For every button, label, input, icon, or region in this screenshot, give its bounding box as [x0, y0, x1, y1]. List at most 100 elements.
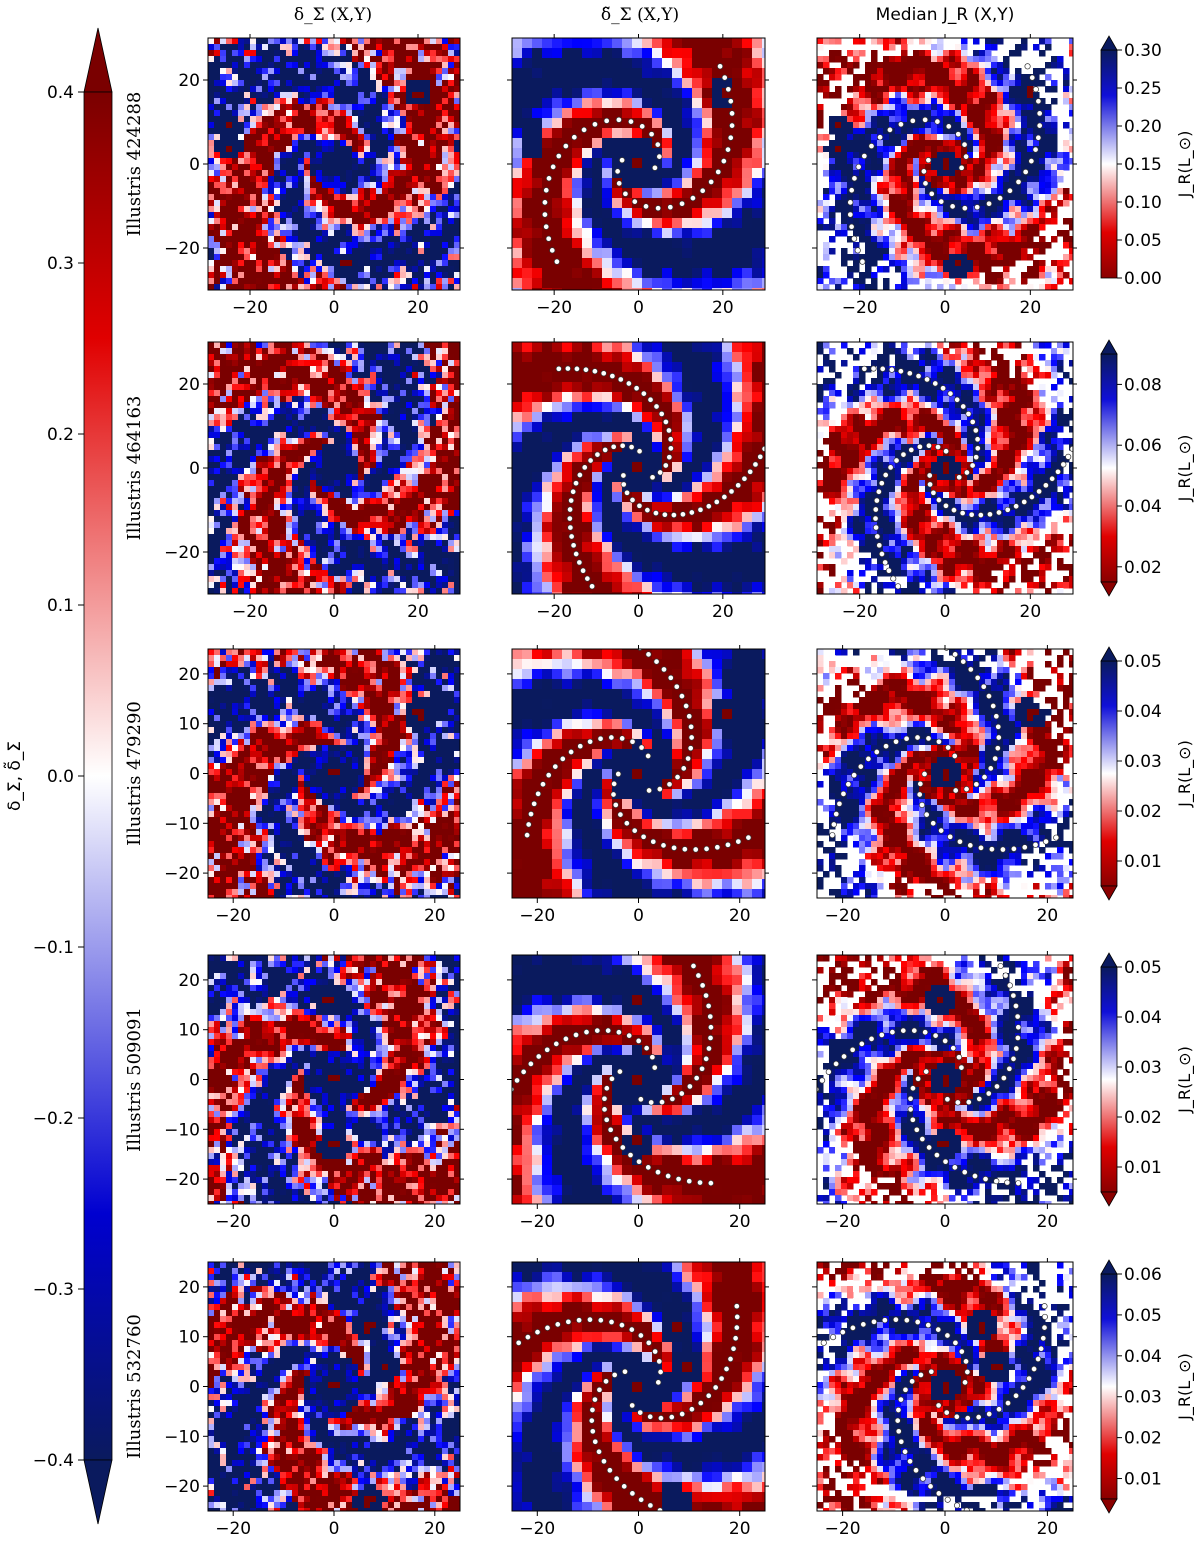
arm-marker	[658, 410, 665, 417]
arm-marker	[873, 748, 880, 756]
arm-marker	[964, 1415, 971, 1422]
jr-colorbar: 0.00 0.05 0.10 0.15 0.20 0.25 0.30 J_R(L_⊙)	[1100, 35, 1195, 289]
jr-colorbar-tick-label: 0.00	[1124, 269, 1162, 289]
left-colorbar-tick-label: 0.3	[47, 254, 74, 274]
jr-colorbar-extend-bottom	[1100, 1191, 1118, 1207]
arm-marker	[1035, 134, 1042, 141]
arm-marker	[688, 734, 695, 741]
arm-marker	[825, 1068, 832, 1075]
arm-marker	[919, 1136, 926, 1143]
arm-marker	[954, 1099, 961, 1106]
arm-marker	[976, 1095, 983, 1102]
arm-marker	[735, 482, 742, 489]
jr-colorbar-label: J_R(L_⊙)	[1175, 740, 1195, 808]
spiral-arm-markers	[512, 962, 714, 1187]
heatmap-cells	[512, 649, 765, 898]
left-colorbar-tick-label: −0.2	[33, 1109, 74, 1129]
jr-colorbar-tick-label: 0.03	[1124, 1388, 1162, 1408]
galaxy-row: Illustris 424288 −20 0 20 −20 0 20 −20 0 20 −20 0 20…	[124, 34, 1195, 318]
arm-marker	[916, 443, 923, 450]
arm-marker	[697, 506, 704, 513]
arm-marker	[679, 511, 686, 518]
arm-marker	[640, 390, 647, 397]
heatmap-cells	[817, 955, 1073, 1204]
y-tick-label: 10	[178, 1328, 200, 1348]
arm-marker	[986, 200, 993, 207]
left-colorbar-tick-label: 0.2	[47, 425, 74, 445]
x-tick-label: 0	[633, 906, 644, 926]
left-colorbar-label: δ_Σ, δ̃_Σ	[3, 741, 25, 811]
arm-marker	[667, 204, 674, 211]
arm-marker	[667, 674, 674, 681]
arm-marker	[919, 1475, 926, 1482]
arm-marker	[576, 1317, 583, 1324]
arm-marker	[582, 366, 590, 373]
arm-marker	[633, 385, 640, 392]
jr-colorbar-extend-top	[1100, 952, 1118, 968]
arm-marker	[683, 702, 690, 710]
arm-marker	[926, 1144, 933, 1151]
arm-marker	[833, 811, 840, 818]
panel-delta-sigma: −20 0 20 −20 −10 0 10 20	[164, 645, 464, 926]
row-label: Illustris 424288	[124, 92, 145, 237]
arm-marker	[576, 471, 583, 479]
arm-marker	[629, 1402, 636, 1409]
arm-marker	[637, 1332, 644, 1339]
jr-colorbar-tick-label: 0.25	[1124, 79, 1162, 99]
spiral-arm-markers	[515, 1303, 741, 1511]
arm-marker	[839, 1329, 846, 1336]
jr-colorbar-tick-label: 0.02	[1124, 558, 1162, 578]
arm-marker	[977, 511, 984, 519]
arm-marker	[925, 1322, 932, 1329]
arm-marker	[689, 195, 696, 202]
arm-marker	[1014, 1034, 1021, 1041]
arm-marker	[666, 454, 673, 461]
arm-marker	[665, 427, 673, 434]
arm-marker	[568, 497, 575, 504]
arm-marker	[841, 1053, 848, 1060]
spiral-arm-markers	[524, 649, 752, 853]
arm-marker	[900, 1027, 907, 1034]
heatmap-cells	[512, 1262, 765, 1511]
x-tick-label: 0	[940, 1212, 951, 1232]
arm-marker	[932, 380, 939, 387]
arm-marker	[702, 992, 710, 999]
arm-marker	[942, 1037, 949, 1044]
jr-colorbar-extend-bottom	[1100, 581, 1118, 597]
arm-marker	[586, 1316, 594, 1323]
row-label: Illustris 464163	[124, 396, 145, 541]
arm-marker	[591, 1396, 598, 1403]
arm-marker	[960, 658, 967, 665]
arm-marker	[897, 121, 904, 128]
arm-marker	[707, 1034, 714, 1041]
jr-colorbar-tick-label: 0.03	[1124, 752, 1162, 772]
arm-marker	[999, 846, 1006, 853]
jr-colorbar-tick-label: 0.05	[1124, 958, 1162, 978]
arm-marker	[972, 427, 979, 434]
arm-marker	[544, 1046, 551, 1053]
arm-marker	[581, 126, 588, 133]
arm-marker	[1040, 1335, 1047, 1342]
arm-marker	[594, 451, 601, 458]
arm-marker	[1015, 178, 1022, 185]
panel-delta-sigma-tilde: −20 0 20	[507, 951, 769, 1232]
arm-marker	[745, 834, 752, 841]
left-colorbar-tick-label: −0.1	[33, 938, 74, 958]
arm-marker	[892, 1316, 899, 1323]
arm-marker	[849, 1324, 856, 1331]
arm-marker	[653, 403, 660, 410]
arm-marker	[729, 110, 736, 117]
arm-marker	[636, 502, 643, 509]
arm-marker	[857, 763, 864, 770]
heatmap-cells	[512, 955, 765, 1204]
arm-marker	[914, 734, 921, 741]
arm-marker	[741, 475, 748, 482]
x-tick-label: 20	[1037, 1519, 1059, 1539]
arm-marker	[577, 743, 584, 750]
galaxy-row: Illustris 464163 −20 0 20 −20 0 20 −20 0 20 −20 0 20…	[124, 338, 1195, 622]
arm-marker	[603, 117, 610, 124]
arm-marker	[693, 1075, 700, 1082]
arm-marker	[699, 982, 706, 989]
y-tick-label: −20	[164, 543, 200, 563]
arm-marker	[855, 163, 862, 170]
